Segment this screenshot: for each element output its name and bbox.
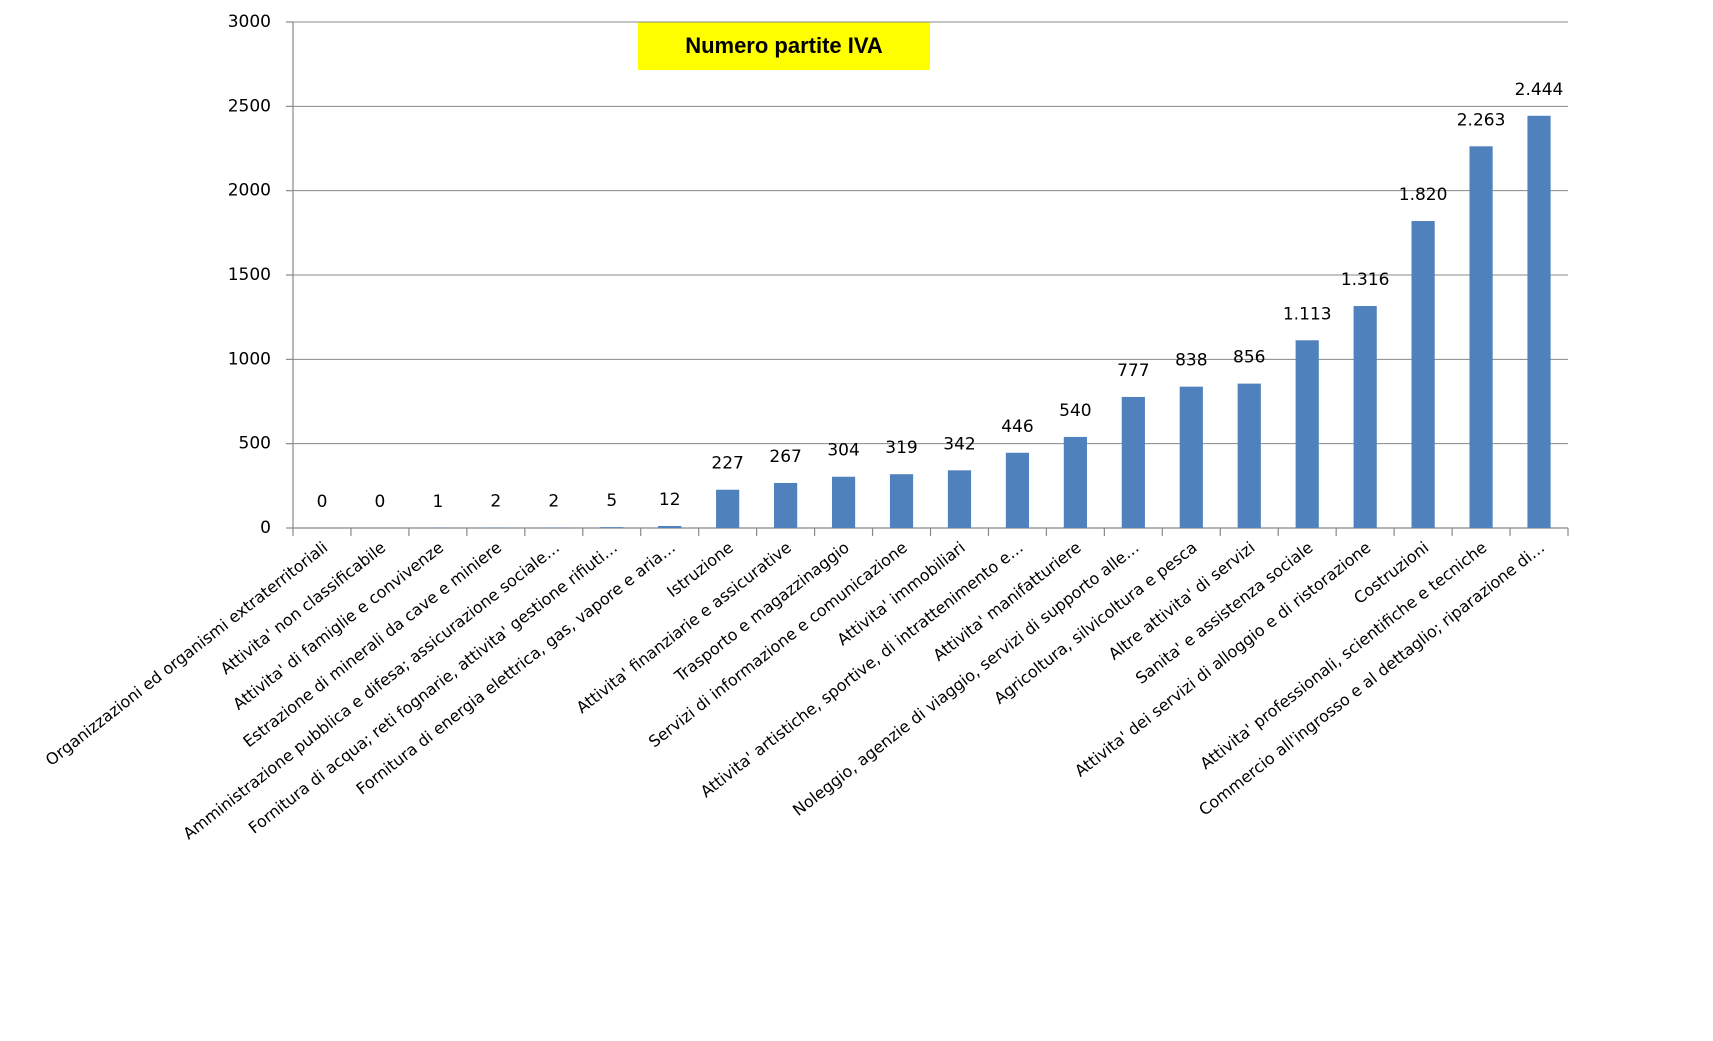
- bar: [1237, 383, 1261, 528]
- bar: [1527, 115, 1551, 529]
- value-label: 5: [606, 491, 617, 511]
- y-tick-label: 0: [260, 518, 271, 538]
- bar: [716, 489, 740, 528]
- value-label: 2.444: [1515, 80, 1564, 100]
- value-label: 838: [1175, 351, 1207, 371]
- x-tick-label: Amministrazione pubblica e difesa; assic…: [179, 538, 563, 844]
- value-label: 304: [827, 441, 859, 461]
- title-box: [638, 22, 930, 70]
- y-tick-label: 2000: [228, 181, 271, 201]
- y-tick-label: 1500: [228, 265, 271, 285]
- value-label: 856: [1233, 348, 1265, 368]
- bar: [1353, 306, 1377, 528]
- bar: [1295, 340, 1319, 528]
- chart-title: Numero partite IVA: [685, 33, 883, 58]
- value-label: 1: [432, 492, 443, 512]
- bar: [658, 525, 682, 528]
- x-tick-label: Attivita' di famiglie e convivenze: [229, 538, 447, 714]
- y-tick-label: 3000: [228, 12, 271, 32]
- y-tick-label: 2500: [228, 96, 271, 116]
- value-label: 2: [490, 492, 501, 512]
- bar: [1005, 452, 1030, 528]
- bar: [600, 527, 624, 528]
- value-label: 319: [885, 438, 917, 458]
- x-tick-label: Attivita' finanziarie e assicurative: [573, 538, 795, 717]
- bar: [1179, 386, 1203, 528]
- y-tick-label: 1000: [228, 349, 271, 369]
- value-label: 342: [943, 434, 975, 454]
- value-label: 0: [375, 492, 386, 512]
- value-label: 12: [659, 490, 681, 510]
- bar: [774, 482, 798, 528]
- bar: [947, 470, 972, 528]
- value-label: 777: [1117, 361, 1149, 381]
- bar: [831, 476, 856, 528]
- value-label: 227: [711, 454, 743, 474]
- value-label: 446: [1001, 417, 1033, 437]
- value-label: 2.263: [1457, 110, 1506, 130]
- value-label: 0: [317, 492, 328, 512]
- value-label: 1.316: [1341, 270, 1390, 290]
- bar: [889, 474, 914, 528]
- bar: [1121, 396, 1145, 528]
- value-label: 267: [769, 447, 801, 467]
- bar: [1411, 221, 1435, 528]
- value-label: 1.113: [1283, 304, 1332, 324]
- y-tick-label: 500: [239, 434, 271, 454]
- value-label: 1.820: [1399, 185, 1448, 205]
- bar: [1063, 436, 1087, 528]
- value-label: 540: [1059, 401, 1091, 421]
- value-label: 2: [548, 492, 559, 512]
- bar: [1469, 146, 1493, 529]
